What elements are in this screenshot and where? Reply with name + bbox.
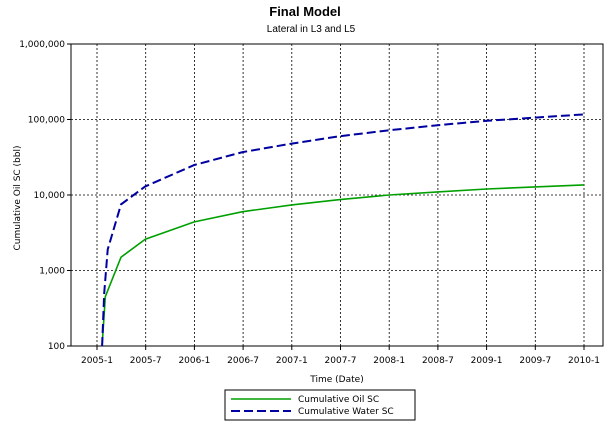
y-tick-label: 100 [48,342,65,352]
x-tick-label: 2009-7 [519,356,551,366]
y-tick-label: 1,000,000 [19,40,65,50]
x-axis-label: Time (Date) [309,375,363,385]
legend-label-1: Cumulative Oil SC [298,395,379,405]
y-tick-label: 100,000 [28,116,65,126]
y-tick-label: 10,000 [34,191,66,201]
chart-subtitle: Lateral in L3 and L5 [267,24,356,35]
x-tick-label: 2008-7 [422,356,454,366]
chart-title: Final Model [269,4,341,19]
series-line-1 [101,184,585,347]
series-layer [101,113,585,347]
x-tick-label: 2006-1 [178,356,210,366]
grid [71,44,603,346]
legend: Cumulative Oil SC Cumulative Water SC [224,389,416,421]
x-tick-label: 2005-1 [81,356,113,366]
y-axis-label: Cumulative Oil SC (bbl) [13,146,23,251]
legend-box [224,389,416,421]
x-tick-label: 2009-1 [471,356,503,366]
x-tick-label: 2007-7 [325,356,357,366]
x-tick-label: 2007-1 [276,356,308,366]
x-axis-ticks: 2005-1 2005-7 2006-1 2006-7 2007-1 2007-7 2008… [81,346,600,366]
legend-label-2: Cumulative Water SC [298,407,394,417]
x-tick-label: 2005-7 [130,356,162,366]
x-tick-label: 2008-1 [373,356,405,366]
y-axis-ticks: 100 1,000 10,000 100,000 1,000,000 [19,40,71,352]
series-line-2 [101,113,585,347]
x-tick-label: 2010-1 [568,356,600,366]
y-tick-label: 1,000 [39,267,65,277]
x-tick-label: 2006-7 [227,356,259,366]
